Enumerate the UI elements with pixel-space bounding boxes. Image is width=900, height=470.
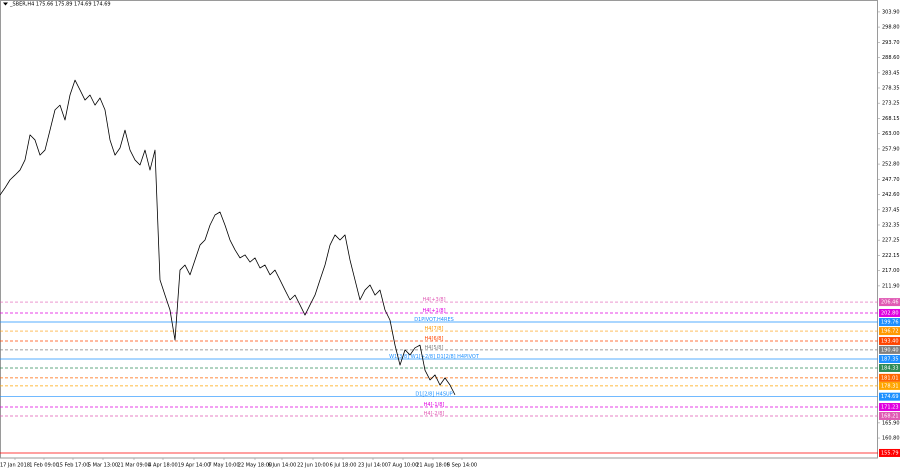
y-tick-label: 217.00	[882, 268, 900, 274]
x-tick-label: 5 Sep 14:00	[447, 463, 477, 469]
level-price-label: 196.72	[881, 329, 899, 335]
y-tick-label: 303.90	[882, 9, 900, 15]
y-tick-label: 263.00	[882, 131, 900, 137]
price-line	[0, 79, 456, 396]
x-tick-label: 15 Feb 17:00	[57, 463, 90, 469]
x-tick-label: 6 Jul 18:00	[330, 463, 357, 469]
level-price-box	[879, 373, 900, 382]
x-tick-label: 6 Jun 14:00	[268, 463, 297, 469]
level-price-label: 184.33	[881, 365, 899, 371]
level-price-label: 181.01	[881, 375, 899, 381]
x-tick-label: 19 Apr 14:00	[178, 463, 211, 469]
y-tick-label: 165.90	[882, 420, 900, 426]
level-price-box	[879, 411, 900, 420]
x-tick-label: 17 Jan 2018	[0, 463, 30, 469]
x-tick-label: 4 Apr 18:00	[148, 463, 177, 469]
level-name: H4[6/8]	[425, 336, 444, 342]
level-price-box	[879, 354, 900, 363]
level-price-box	[879, 318, 900, 327]
chart-title: _SBER,H4 175.66 175.89 174.69 174.69	[9, 2, 111, 8]
x-tick-label: 1 Feb 09:00	[29, 463, 59, 469]
y-tick-label: 278.35	[882, 85, 900, 91]
level-price-box	[879, 327, 900, 336]
level-name: H4[7/8]	[425, 326, 444, 332]
level-price-box	[879, 448, 900, 457]
x-tick-label: 22 Jun 10:00	[297, 463, 329, 469]
level-price-label: 202.80	[881, 310, 899, 316]
x-tick-label: 21 Aug 18:00	[416, 463, 450, 469]
x-tick-label: 5 Mar 13:00	[88, 463, 118, 469]
level-name: H4[-1/8]	[424, 402, 445, 408]
y-tick-label: 160.80	[882, 436, 900, 442]
y-tick-label: 257.90	[882, 146, 900, 152]
y-tick-label: 298.80	[882, 25, 900, 31]
level-price-label: 178.31	[881, 383, 899, 389]
y-tick-label: 237.45	[882, 207, 900, 213]
level-price-box	[879, 381, 900, 390]
level-price-box	[879, 363, 900, 372]
level-price-label: 190.40	[881, 347, 899, 353]
y-tick-label: 283.45	[882, 70, 900, 76]
level-price-box	[879, 402, 900, 411]
y-tick-label: 247.70	[882, 177, 900, 183]
level-price-box	[879, 345, 900, 354]
y-tick-label: 252.80	[882, 162, 900, 168]
level-name: D1[2/8] H4SUP	[415, 392, 452, 398]
level-price-label: 193.40	[881, 338, 899, 344]
level-price-box	[879, 308, 900, 317]
level-name: W1[3/8] W1[+2/8] D1[2/8] H4PIVOT	[389, 354, 480, 360]
level-name: H4[5/8]	[425, 345, 444, 351]
y-tick-label: 288.60	[882, 55, 900, 61]
plot-frame	[0, 0, 878, 459]
x-tick-label: 7 May 10:00	[208, 463, 239, 469]
y-tick-label: 268.15	[882, 116, 900, 122]
level-name: D1PIVOT.H4RES	[414, 317, 454, 323]
y-tick-label: 242.60	[882, 192, 900, 198]
level-name: H4[-2/8]	[424, 411, 445, 417]
x-tick-label: 23 Jul 14:00	[358, 463, 388, 469]
level-name: H4[+1/8]	[422, 308, 445, 314]
level-price-box	[879, 336, 900, 345]
y-tick-label: 293.70	[882, 40, 900, 46]
level-price-label: 168.21	[881, 413, 899, 419]
level-price-label: 199.76	[881, 320, 899, 326]
symbol-menu-arrow[interactable]	[3, 2, 8, 6]
level-price-label: 174.69	[881, 394, 899, 400]
y-tick-label: 273.25	[882, 101, 900, 107]
x-tick-label: 21 Mar 09:00	[117, 463, 150, 469]
y-tick-label: 222.15	[882, 253, 900, 259]
y-tick-label: 232.35	[882, 222, 900, 228]
y-tick-label: 211.90	[882, 283, 900, 289]
x-tick-label: 22 May 18:00	[238, 463, 272, 469]
level-price-box	[879, 392, 900, 401]
level-name: H4[+3/8]	[422, 297, 445, 303]
level-price-label: 187.35	[881, 356, 899, 362]
x-tick-label: 7 Aug 10:00	[388, 463, 419, 469]
y-tick-label: 227.25	[882, 238, 900, 244]
level-price-label: 206.46	[881, 300, 899, 306]
level-price-label: 155.79	[881, 450, 899, 456]
level-price-box	[879, 298, 900, 307]
level-price-label: 171.23	[881, 404, 899, 410]
